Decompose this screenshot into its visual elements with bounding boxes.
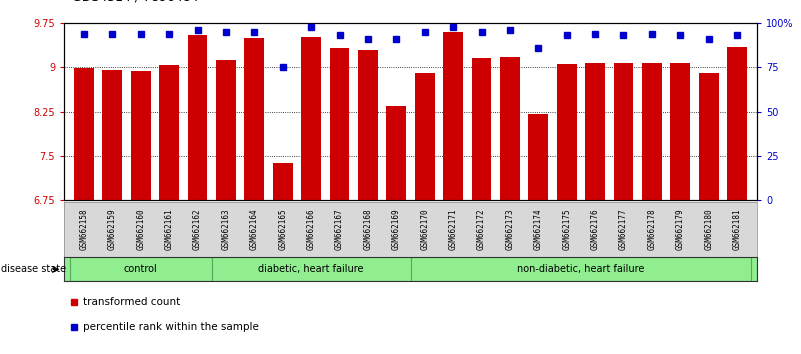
Bar [103, 70, 123, 200]
Bar [410, 257, 751, 281]
Text: GSM662175: GSM662175 [562, 209, 571, 250]
Text: GSM662166: GSM662166 [307, 209, 316, 250]
Bar [187, 35, 207, 200]
Text: GSM662176: GSM662176 [590, 209, 600, 250]
Bar [586, 63, 605, 200]
Text: GSM662169: GSM662169 [392, 209, 400, 250]
Bar [529, 114, 548, 200]
Text: disease state: disease state [1, 264, 66, 274]
Text: GSM662167: GSM662167 [335, 209, 344, 250]
Bar [74, 68, 94, 200]
Text: GSM662171: GSM662171 [449, 209, 457, 250]
Text: control: control [124, 264, 158, 274]
Text: non-diabetic, heart failure: non-diabetic, heart failure [517, 264, 645, 274]
Bar [500, 57, 520, 200]
Bar [358, 50, 378, 200]
Text: GSM662164: GSM662164 [250, 209, 259, 250]
Text: GSM662163: GSM662163 [221, 209, 231, 250]
Text: GSM662178: GSM662178 [647, 209, 656, 250]
Text: GSM662173: GSM662173 [505, 209, 514, 250]
Bar [386, 105, 406, 200]
Bar [642, 63, 662, 200]
Text: GSM662161: GSM662161 [165, 209, 174, 250]
Text: GSM662165: GSM662165 [278, 209, 288, 250]
Bar [273, 163, 292, 200]
Text: GSM662180: GSM662180 [704, 209, 713, 250]
Text: GSM662159: GSM662159 [108, 209, 117, 250]
Text: diabetic, heart failure: diabetic, heart failure [259, 264, 364, 274]
Bar [301, 36, 321, 200]
Bar [557, 64, 577, 200]
Bar [443, 32, 463, 200]
Bar [698, 73, 718, 200]
Bar [670, 63, 690, 200]
Text: GSM662172: GSM662172 [477, 209, 486, 250]
Text: GSM662158: GSM662158 [79, 209, 88, 250]
Text: GSM662160: GSM662160 [136, 209, 145, 250]
Bar [614, 63, 634, 200]
Bar [415, 73, 435, 200]
Text: GSM662177: GSM662177 [619, 209, 628, 250]
Text: GSM662162: GSM662162 [193, 209, 202, 250]
Bar [329, 48, 349, 200]
Bar [131, 71, 151, 200]
Bar [244, 38, 264, 200]
Bar [472, 58, 492, 200]
Bar [727, 47, 747, 200]
Bar [211, 257, 411, 281]
Bar [70, 257, 211, 281]
Text: GSM662170: GSM662170 [421, 209, 429, 250]
Text: transformed count: transformed count [83, 297, 181, 307]
Text: percentile rank within the sample: percentile rank within the sample [83, 322, 260, 332]
Bar [216, 60, 235, 200]
Text: GDS4314 / 7896484: GDS4314 / 7896484 [72, 0, 199, 4]
Text: GSM662174: GSM662174 [533, 209, 543, 250]
Text: GSM662181: GSM662181 [733, 209, 742, 250]
Text: GSM662168: GSM662168 [364, 209, 372, 250]
Bar [159, 65, 179, 200]
Text: GSM662179: GSM662179 [676, 209, 685, 250]
